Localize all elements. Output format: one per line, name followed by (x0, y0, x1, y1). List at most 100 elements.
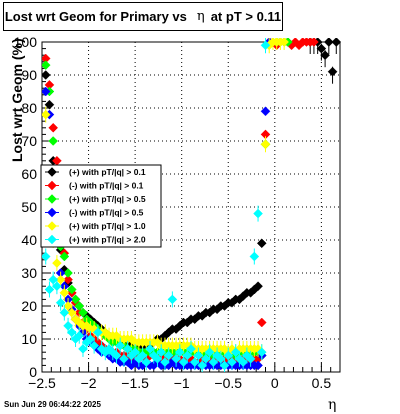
data-point (48, 122, 59, 133)
data-point (119, 353, 129, 364)
legend-label: (+) with pT/|q| > 0.5 (69, 194, 146, 204)
y-tick-label: 0 (29, 364, 37, 380)
data-point (74, 330, 85, 341)
data-point (52, 258, 62, 268)
data-point (59, 307, 70, 318)
data-point (48, 274, 59, 285)
data-point (163, 350, 174, 361)
data-point (249, 251, 260, 262)
legend-marker (47, 221, 57, 231)
data-point (89, 340, 100, 351)
y-tick-label: 10 (21, 331, 37, 347)
legend-box (40, 164, 162, 248)
title-eta-symbol: η (196, 9, 205, 24)
legend-label: (+) with pT/|q| > 2.0 (69, 235, 146, 245)
x-tick-label: 0 (271, 375, 279, 391)
data-point (174, 347, 185, 358)
data-point (78, 307, 88, 318)
data-point (253, 208, 263, 219)
data-point (182, 350, 193, 361)
data-point (253, 360, 263, 371)
data-point (186, 344, 196, 354)
data-point (130, 347, 140, 358)
x-tick-label: −0.5 (214, 375, 242, 391)
data-point (323, 38, 334, 47)
legend-marker (47, 207, 57, 218)
data-point (290, 38, 301, 47)
data-point (85, 334, 96, 344)
data-point (55, 274, 66, 285)
data-point (42, 251, 51, 262)
data-point (44, 99, 55, 110)
data-point (66, 284, 77, 295)
data-point (260, 40, 271, 51)
legend-label: (+) with pT/|q| > 1.0 (69, 221, 146, 231)
data-point (152, 353, 163, 364)
x-tick-label: 0.5 (312, 375, 332, 391)
data-point (253, 281, 263, 292)
footer-date: Sun Jun 29 06:44:22 2025 (4, 400, 101, 409)
data-point (260, 139, 271, 150)
data-point (74, 301, 85, 311)
data-point (189, 357, 200, 367)
data-point (215, 353, 226, 364)
x-tick-label: −2.5 (28, 375, 56, 391)
data-point (44, 284, 55, 295)
x-axis-label: η (328, 397, 337, 413)
data-point (137, 350, 148, 361)
data-point (223, 350, 234, 361)
data-point (260, 106, 271, 117)
legend-label: (-) with pT/|q| > 0.1 (69, 181, 144, 191)
data-point (279, 38, 289, 47)
data-point (309, 38, 319, 47)
data-point (66, 307, 77, 318)
legend-marker (47, 180, 57, 191)
x-tick-label: −1.5 (121, 375, 149, 391)
data-point (238, 357, 249, 367)
data-point (227, 357, 237, 367)
y-tick-label: 40 (21, 232, 37, 248)
data-point (63, 301, 73, 311)
y-tick-label: 90 (21, 67, 37, 83)
data-point (256, 238, 267, 249)
grid-layer (41, 41, 340, 373)
legend-label: (+) with pT/|q| > 0.1 (69, 167, 146, 177)
data-point (70, 294, 81, 305)
title-suffix: at pT > 0.11 (210, 9, 282, 24)
data-point (52, 281, 62, 292)
data-point (59, 251, 70, 262)
ticks-layer: −2.5 −2 −1.5 −1 −0.5 0 0.5 0 10 20 30 40 50 60 70 80 90 1… (14, 34, 341, 391)
y-tick-label: 100 (14, 34, 38, 50)
legend-marker (47, 194, 57, 204)
data-point (193, 350, 204, 361)
title-prefix: Lost wrt Geom for Primary vs (4, 9, 187, 24)
data-point (111, 350, 122, 361)
data-point (115, 340, 126, 351)
data-point (208, 357, 219, 367)
data-point (122, 344, 133, 354)
data-point (42, 70, 51, 80)
legend-label: (-) with pT/|q| > 0.5 (69, 208, 144, 218)
y-tick-label: 30 (21, 265, 37, 281)
data-point (230, 347, 241, 358)
legend-marker (47, 167, 57, 177)
data-point (316, 43, 327, 54)
data-point (331, 38, 342, 47)
data-point (42, 86, 51, 97)
chart-title: Lost wrt Geom for Primary vs η at pT > 0… (3, 2, 283, 31)
data-point (171, 353, 181, 364)
data-point (78, 344, 88, 354)
data-point (93, 327, 103, 338)
y-tick-label: 70 (21, 133, 37, 149)
data-point (55, 297, 66, 308)
y-tick-label: 50 (21, 199, 37, 215)
y-tick-label: 60 (21, 166, 37, 182)
x-tick-label: −1 (174, 375, 190, 391)
data-point (256, 317, 267, 328)
data-point (256, 347, 267, 358)
y-tick-label: 80 (21, 100, 37, 116)
data-point (201, 353, 211, 364)
data-point (145, 344, 155, 354)
data-point (320, 50, 330, 61)
